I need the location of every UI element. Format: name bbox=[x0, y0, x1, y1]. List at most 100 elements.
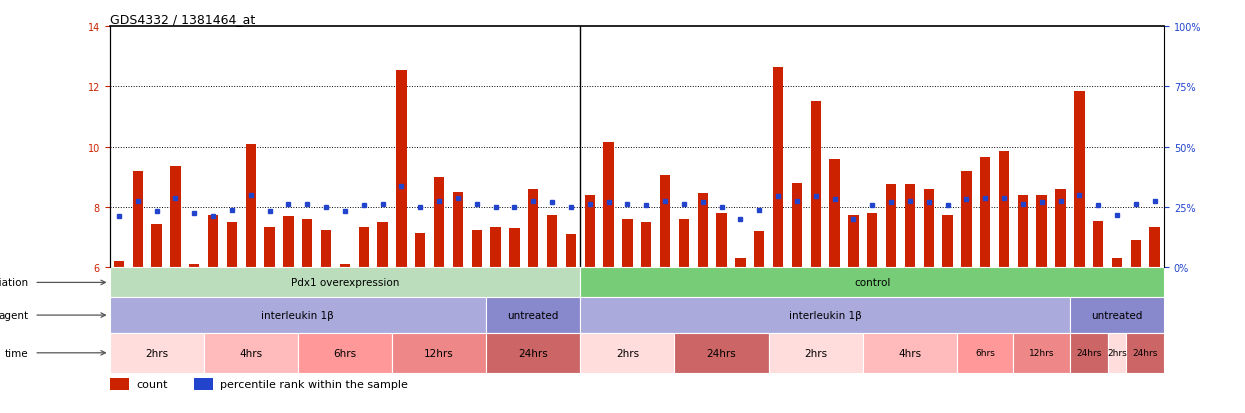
Text: 12hrs: 12hrs bbox=[1028, 349, 1055, 357]
Bar bbox=[133, 171, 143, 268]
Bar bbox=[208, 215, 218, 268]
Bar bbox=[284, 216, 294, 268]
Bar bbox=[171, 167, 181, 268]
Text: 24hrs: 24hrs bbox=[707, 348, 737, 358]
Bar bbox=[580, 268, 1164, 298]
Bar bbox=[1108, 333, 1127, 373]
Text: 2hrs: 2hrs bbox=[616, 348, 639, 358]
Bar bbox=[1056, 190, 1066, 268]
Bar bbox=[1112, 259, 1122, 268]
Bar bbox=[768, 333, 863, 373]
Text: untreated: untreated bbox=[508, 310, 559, 320]
Bar bbox=[580, 298, 1069, 333]
Bar bbox=[486, 298, 580, 333]
Bar bbox=[110, 268, 580, 298]
Bar bbox=[1017, 195, 1028, 268]
Bar bbox=[435, 177, 444, 268]
Bar bbox=[491, 227, 500, 268]
Text: 2hrs: 2hrs bbox=[146, 348, 168, 358]
Bar bbox=[867, 214, 878, 268]
Bar bbox=[641, 223, 651, 268]
Text: interleukin 1β: interleukin 1β bbox=[261, 310, 334, 320]
Bar bbox=[264, 227, 275, 268]
Bar bbox=[392, 333, 486, 373]
Bar bbox=[957, 333, 1013, 373]
Text: 6hrs: 6hrs bbox=[334, 348, 356, 358]
Text: agent: agent bbox=[0, 310, 29, 320]
Bar bbox=[886, 185, 896, 268]
Bar bbox=[810, 102, 820, 268]
Bar bbox=[942, 215, 952, 268]
Bar bbox=[848, 215, 859, 268]
Bar bbox=[679, 219, 688, 268]
Bar bbox=[204, 333, 298, 373]
Text: 6hrs: 6hrs bbox=[975, 349, 995, 357]
Text: 2hrs: 2hrs bbox=[1107, 349, 1127, 357]
Bar bbox=[321, 230, 331, 268]
Bar bbox=[509, 228, 519, 268]
Text: 24hrs: 24hrs bbox=[518, 348, 548, 358]
Bar bbox=[340, 265, 350, 268]
Text: Pdx1 overexpression: Pdx1 overexpression bbox=[291, 278, 400, 288]
Bar bbox=[660, 176, 670, 268]
Text: 24hrs: 24hrs bbox=[1076, 349, 1102, 357]
Bar bbox=[359, 227, 369, 268]
Text: genotype/variation: genotype/variation bbox=[0, 278, 29, 288]
Bar bbox=[1130, 240, 1140, 268]
Text: count: count bbox=[136, 379, 167, 389]
Bar bbox=[1037, 195, 1047, 268]
Bar bbox=[905, 185, 915, 268]
Bar bbox=[110, 379, 128, 389]
Bar bbox=[110, 333, 204, 373]
Bar bbox=[585, 195, 595, 268]
Bar bbox=[1069, 333, 1108, 373]
Bar bbox=[829, 159, 839, 268]
Bar bbox=[152, 224, 162, 268]
Text: 2hrs: 2hrs bbox=[804, 348, 827, 358]
Bar bbox=[697, 194, 708, 268]
Bar bbox=[298, 333, 392, 373]
Bar bbox=[189, 265, 199, 268]
Bar bbox=[1149, 227, 1160, 268]
Bar bbox=[716, 214, 727, 268]
Bar bbox=[415, 233, 426, 268]
Bar bbox=[396, 71, 407, 268]
Bar bbox=[924, 190, 934, 268]
Text: interleukin 1β: interleukin 1β bbox=[789, 310, 862, 320]
Text: 12hrs: 12hrs bbox=[425, 348, 454, 358]
Bar bbox=[961, 171, 971, 268]
Bar bbox=[675, 333, 768, 373]
Bar bbox=[303, 219, 312, 268]
Text: GDS4332 / 1381464_at: GDS4332 / 1381464_at bbox=[110, 13, 255, 26]
Bar bbox=[245, 144, 256, 268]
Text: 4hrs: 4hrs bbox=[239, 348, 263, 358]
Bar bbox=[110, 298, 486, 333]
Text: control: control bbox=[854, 278, 890, 288]
Bar bbox=[1074, 92, 1084, 268]
Bar bbox=[472, 230, 482, 268]
Bar bbox=[194, 379, 213, 389]
Text: time: time bbox=[5, 348, 29, 358]
Text: untreated: untreated bbox=[1092, 310, 1143, 320]
Bar bbox=[980, 158, 990, 268]
Bar bbox=[604, 143, 614, 268]
Bar bbox=[377, 223, 387, 268]
Bar bbox=[453, 192, 463, 268]
Bar bbox=[1069, 298, 1164, 333]
Bar bbox=[547, 215, 558, 268]
Text: 4hrs: 4hrs bbox=[899, 348, 921, 358]
Bar bbox=[622, 219, 632, 268]
Bar bbox=[736, 259, 746, 268]
Bar bbox=[1013, 333, 1069, 373]
Bar bbox=[113, 262, 125, 268]
Bar bbox=[998, 152, 1010, 268]
Bar bbox=[863, 333, 957, 373]
Text: 24hrs: 24hrs bbox=[1133, 349, 1158, 357]
Bar bbox=[580, 333, 675, 373]
Bar bbox=[528, 190, 538, 268]
Bar bbox=[565, 235, 576, 268]
Bar bbox=[754, 232, 764, 268]
Bar bbox=[1127, 333, 1164, 373]
Bar bbox=[227, 223, 237, 268]
Bar bbox=[486, 333, 580, 373]
